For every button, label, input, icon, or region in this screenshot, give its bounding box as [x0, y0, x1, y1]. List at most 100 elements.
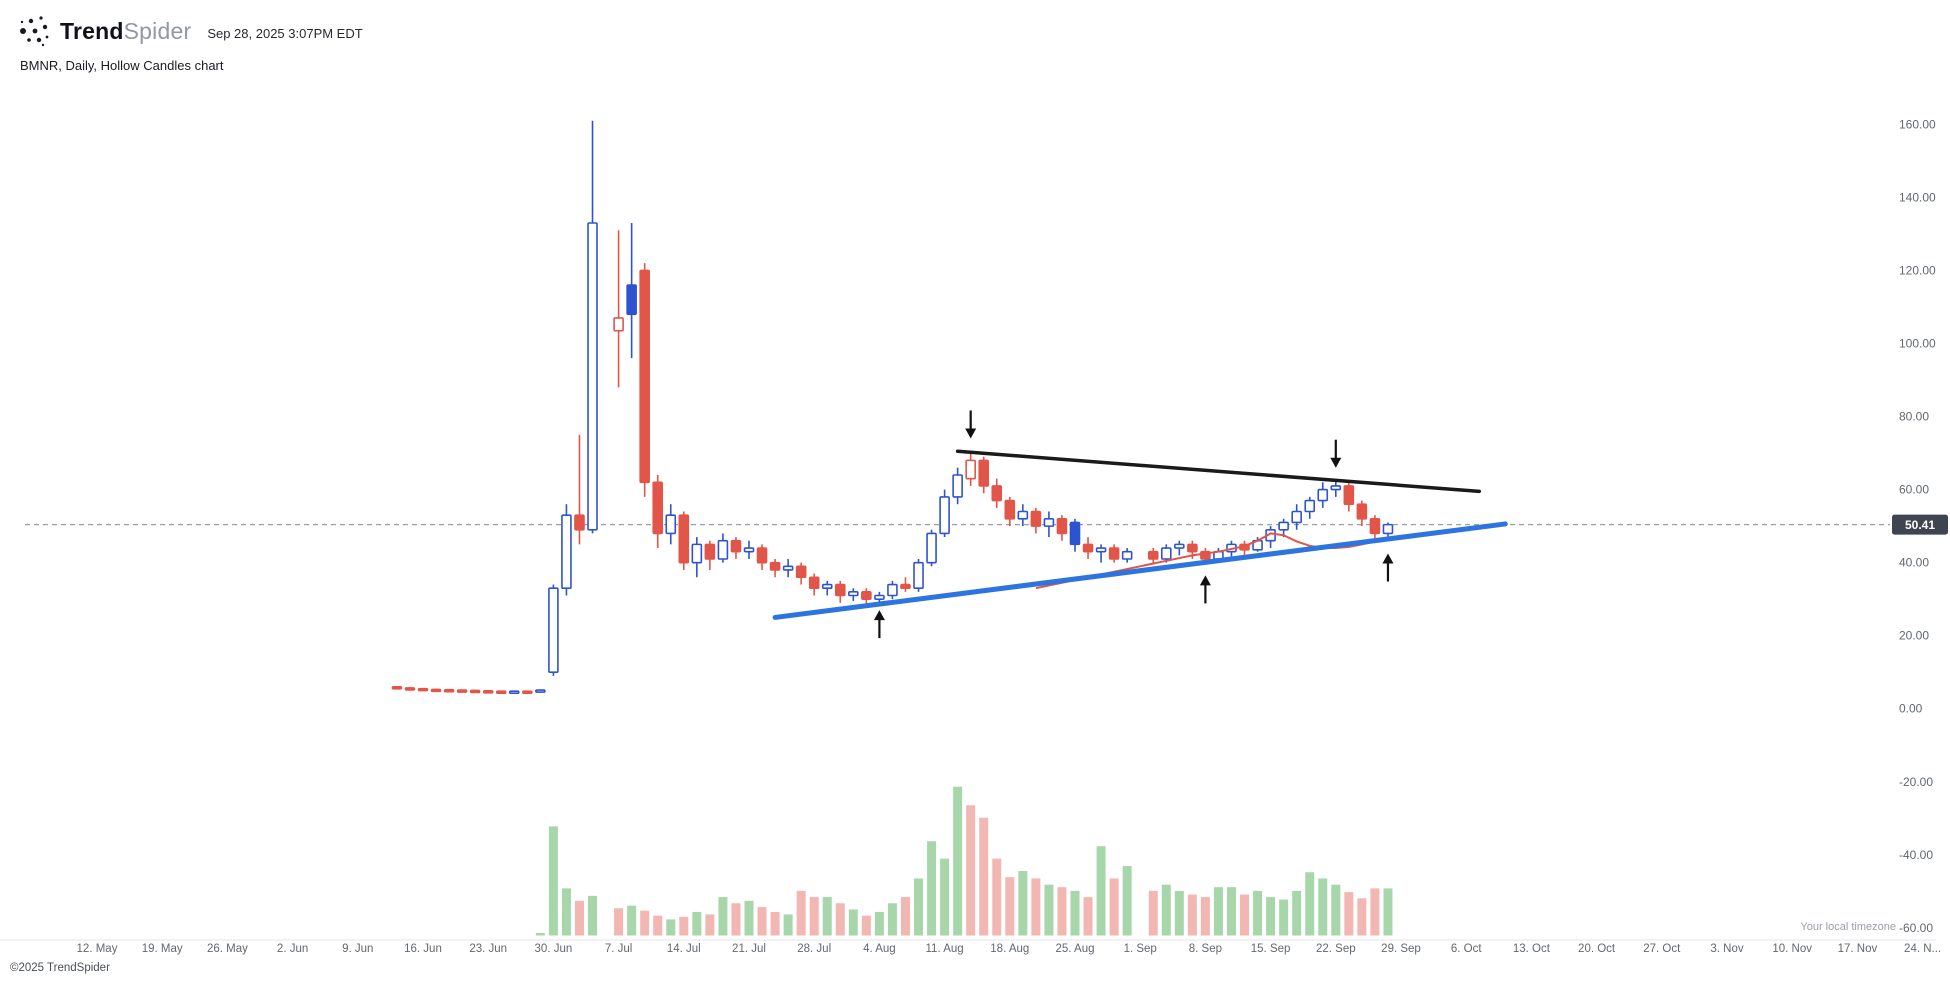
x-axis-label: 9. Jun — [342, 943, 373, 955]
y-axis-label: -20.00 — [1899, 775, 1933, 789]
candle-Jul-10 — [652, 474, 664, 549]
volume-bar-Jul-22 — [757, 906, 767, 936]
candle-Jun-26 — [522, 690, 533, 694]
candle-Jul-2 — [574, 434, 585, 545]
candle-body — [978, 459, 990, 487]
y-axis-label: 160.00 — [1899, 117, 1936, 131]
x-axis-label: 4. Aug — [863, 943, 896, 955]
candle-Jul-18 — [730, 537, 742, 559]
volume-bar-Jul-10 — [653, 915, 663, 936]
x-axis-label: 18. Aug — [990, 943, 1029, 955]
candle-body — [1356, 503, 1368, 520]
candle-body — [1121, 550, 1133, 560]
chart-timestamp: Sep 28, 2025 3:07PM EDT — [207, 25, 363, 41]
candle-body — [548, 587, 559, 673]
y-axis-label: 0.00 — [1899, 702, 1923, 716]
volume-bar-Aug-28 — [1109, 878, 1119, 936]
volume-bar-Aug-20 — [1031, 878, 1041, 936]
x-axis-label: 19. May — [142, 943, 183, 955]
x-axis-label: 29. Sep — [1381, 943, 1421, 955]
candle-body — [1291, 510, 1302, 524]
volume-bar-Jul-14 — [679, 916, 689, 936]
down-arrow-Sep-22 — [1330, 439, 1342, 468]
candle-Aug-15 — [991, 478, 1003, 508]
volume-bar-Sep-8 — [1200, 897, 1210, 936]
x-axis-label: 30. Jun — [535, 943, 573, 955]
candle-Aug-1 — [861, 588, 872, 605]
volume-bar-Sep-4 — [1174, 890, 1184, 936]
x-axis-label: 15. Sep — [1251, 943, 1291, 955]
ascending-support[interactable] — [772, 521, 1508, 620]
candle-body — [1382, 523, 1394, 535]
candle-body — [848, 591, 859, 597]
badge-bg — [1892, 514, 1948, 535]
candle-body — [834, 583, 846, 597]
timezone-note[interactable]: Your local timezone — [1800, 921, 1896, 933]
volume-bar-Aug-26 — [1083, 897, 1093, 936]
candle-Jul-1 — [561, 504, 572, 596]
volume-bar-Aug-1 — [861, 915, 871, 936]
volume-pane — [535, 786, 1393, 936]
candle-Aug-22 — [1056, 515, 1068, 541]
volume-bar-Sep-23 — [1344, 892, 1354, 936]
candle-body — [887, 583, 898, 597]
candle-body — [1317, 488, 1329, 502]
candle-body — [587, 222, 598, 531]
candle-Sep-17 — [1291, 504, 1302, 530]
candle-Jul-23 — [769, 558, 781, 578]
candle-body — [730, 539, 742, 553]
candle-Jul-30 — [834, 580, 846, 603]
volume-bar-Aug-13 — [966, 805, 976, 936]
trendspider-logo-icon — [20, 16, 49, 47]
arrow-head — [873, 610, 885, 621]
candle-Aug-4 — [874, 591, 885, 603]
y-axis[interactable]: 160.00 140.00 120.00 100.00 80.00 60.00 40.00 2… — [1899, 117, 1936, 934]
volume-bar-Aug-4 — [874, 911, 884, 936]
candle-Jul-14 — [678, 511, 690, 570]
volume-bar-Sep-15 — [1266, 897, 1276, 936]
x-axis-label: 17. Nov — [1838, 943, 1878, 955]
y-axis-label: 80.00 — [1899, 410, 1929, 424]
candle-Sep-2 — [1147, 548, 1159, 565]
arrow-head — [1382, 553, 1394, 564]
volume-bar-Aug-7 — [914, 878, 924, 936]
x-axis[interactable]: 12. May 19. May 26. May 2. Jun 9. Jun 16. Jun… — [77, 943, 1942, 955]
candle-body — [1108, 547, 1120, 560]
candle-body — [1369, 518, 1381, 535]
brand-name: TrendSpider — [60, 18, 191, 45]
volume-bar-Jul-17 — [718, 897, 728, 936]
candle-Aug-13 — [965, 451, 976, 486]
candle-body — [443, 688, 455, 693]
candle-Jul-31 — [848, 588, 859, 601]
candle-body — [678, 514, 690, 564]
brand-trend: Trend — [60, 17, 124, 44]
descending-resistance[interactable] — [955, 449, 1481, 494]
y-axis-label: 20.00 — [1899, 629, 1929, 643]
candle-Jul-24 — [782, 558, 794, 578]
x-axis-label: 22. Sep — [1316, 943, 1356, 955]
arrow-head — [965, 428, 977, 439]
candle-Aug-25 — [1069, 518, 1081, 552]
volume-bar-Sep-5 — [1187, 894, 1197, 936]
candle-body — [652, 481, 664, 535]
candle-Jun-20 — [469, 689, 481, 694]
volume-bar-Jul-16 — [705, 914, 715, 936]
candle-Jun-13 — [404, 687, 416, 691]
volume-bar-Jul-15 — [692, 911, 702, 936]
candle-body — [926, 532, 937, 564]
candle-Jul-7 — [613, 230, 624, 388]
candle-Jun-24 — [495, 690, 507, 694]
volume-bar-Sep-9 — [1213, 887, 1223, 936]
volume-bar-Sep-16 — [1279, 899, 1289, 936]
current-price-badge: 50.41 — [1892, 514, 1948, 535]
current-price-value: 50.41 — [1905, 518, 1935, 532]
volume-bar-Jul-31 — [848, 909, 858, 936]
up-arrow-Sep-26 — [1382, 553, 1394, 582]
brand-spider: Spider — [123, 17, 192, 44]
candle-body — [874, 594, 885, 600]
y-axis-label: 140.00 — [1899, 190, 1936, 204]
candle-Sep-4 — [1174, 540, 1185, 556]
candle-Aug-14 — [978, 456, 990, 494]
x-axis-label: 26. May — [207, 943, 248, 955]
